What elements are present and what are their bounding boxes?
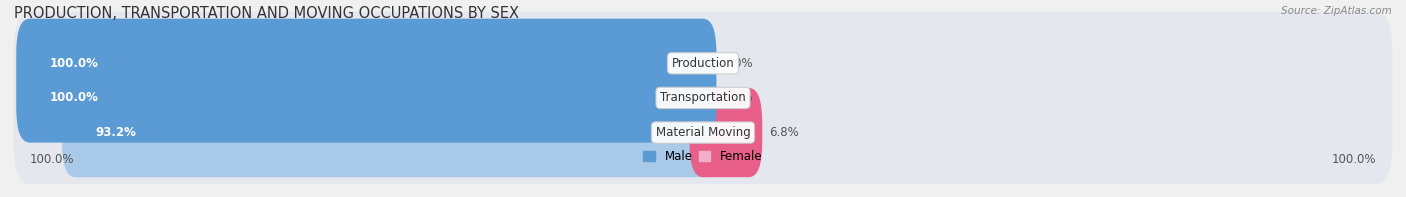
FancyBboxPatch shape	[17, 19, 717, 108]
FancyBboxPatch shape	[14, 12, 1392, 115]
Text: 0.0%: 0.0%	[723, 91, 752, 104]
Text: Transportation: Transportation	[661, 91, 745, 104]
FancyBboxPatch shape	[17, 53, 717, 143]
Text: 100.0%: 100.0%	[30, 153, 75, 166]
Text: 6.8%: 6.8%	[769, 126, 799, 139]
Text: 100.0%: 100.0%	[1331, 153, 1376, 166]
Text: 100.0%: 100.0%	[49, 91, 98, 104]
Legend: Male, Female: Male, Female	[638, 146, 768, 168]
Text: Material Moving: Material Moving	[655, 126, 751, 139]
Text: PRODUCTION, TRANSPORTATION AND MOVING OCCUPATIONS BY SEX: PRODUCTION, TRANSPORTATION AND MOVING OC…	[14, 6, 519, 21]
Text: Production: Production	[672, 57, 734, 70]
Text: 0.0%: 0.0%	[723, 57, 752, 70]
Text: 93.2%: 93.2%	[96, 126, 136, 139]
Text: 100.0%: 100.0%	[49, 57, 98, 70]
FancyBboxPatch shape	[689, 88, 762, 177]
Text: Source: ZipAtlas.com: Source: ZipAtlas.com	[1281, 6, 1392, 16]
FancyBboxPatch shape	[62, 88, 717, 177]
FancyBboxPatch shape	[14, 81, 1392, 184]
FancyBboxPatch shape	[14, 46, 1392, 150]
